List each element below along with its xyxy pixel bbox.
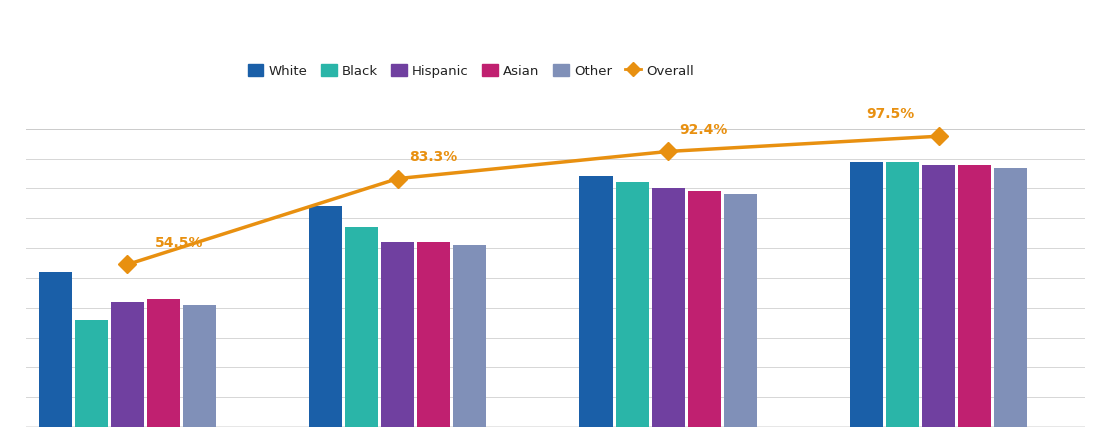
Bar: [850, 162, 883, 427]
Bar: [111, 302, 144, 427]
Bar: [651, 188, 684, 427]
Bar: [958, 164, 991, 427]
Bar: [382, 242, 415, 427]
Bar: [688, 191, 720, 427]
Bar: [886, 162, 920, 427]
Bar: [75, 320, 108, 427]
Text: 97.5%: 97.5%: [867, 107, 915, 121]
Legend: White, Black, Hispanic, Asian, Other, Overall: White, Black, Hispanic, Asian, Other, Ov…: [248, 64, 694, 77]
Bar: [183, 305, 216, 427]
Bar: [922, 164, 955, 427]
Bar: [453, 245, 486, 427]
Text: 54.5%: 54.5%: [154, 236, 202, 250]
Text: 92.4%: 92.4%: [680, 122, 728, 137]
Bar: [616, 183, 649, 427]
Bar: [309, 206, 342, 427]
Bar: [994, 168, 1027, 427]
Bar: [417, 242, 450, 427]
Bar: [39, 272, 72, 427]
Bar: [580, 176, 613, 427]
Bar: [147, 299, 180, 427]
Text: 83.3%: 83.3%: [409, 150, 458, 164]
Bar: [345, 227, 378, 427]
Bar: [724, 194, 757, 427]
